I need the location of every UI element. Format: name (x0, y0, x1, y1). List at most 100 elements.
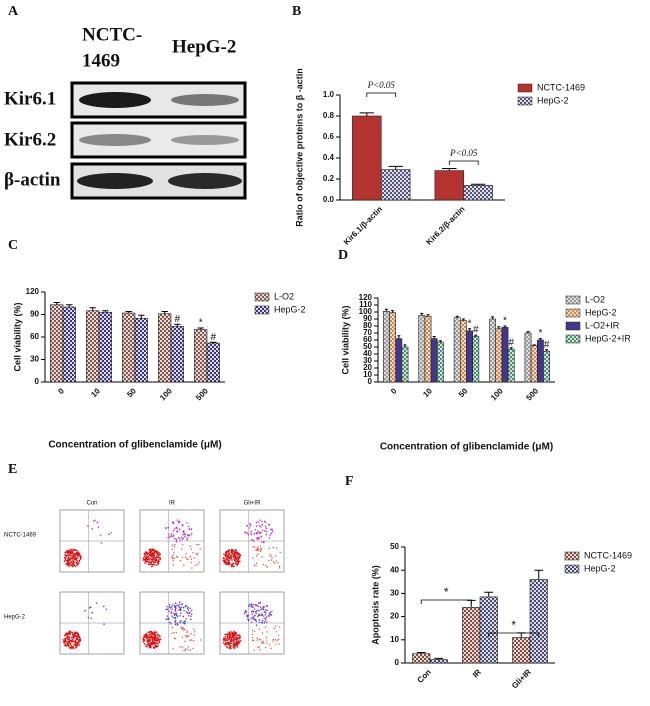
event-dot (278, 567, 281, 569)
event-dot (152, 561, 155, 563)
event-dot (76, 564, 78, 566)
event-dot (179, 603, 181, 606)
event-dot (185, 604, 188, 607)
event-dot (261, 541, 263, 543)
event-dot (235, 562, 237, 565)
event-dot (153, 551, 156, 554)
event-dot (230, 631, 233, 633)
event-dot (255, 525, 258, 527)
event-dot (230, 559, 233, 561)
event-dot (189, 639, 191, 641)
event-dot (253, 564, 256, 566)
event-dot (174, 537, 176, 540)
blot-row: β-actin (4, 169, 61, 190)
bar (536, 339, 544, 383)
event-dot (255, 624, 258, 627)
event-dot (263, 611, 266, 613)
event-dot (237, 640, 240, 642)
event-dot (250, 610, 253, 613)
event-dot (265, 533, 268, 536)
event-dot (187, 612, 189, 614)
event-dot (227, 641, 230, 643)
bar (463, 185, 493, 201)
bar (62, 306, 76, 383)
event-dot (225, 561, 228, 563)
event-dot (222, 642, 225, 644)
error-bar (416, 652, 426, 654)
event-dot (230, 565, 233, 568)
event-dot (145, 645, 148, 648)
y-tick-label: 50 (363, 342, 372, 351)
event-dot (143, 555, 146, 557)
bar (424, 315, 432, 383)
panel-label: B (292, 4, 301, 19)
panel-label: A (8, 4, 19, 19)
event-dot (224, 644, 226, 646)
event-dot (91, 611, 94, 614)
y-tick-label: 20 (390, 612, 399, 621)
event-dot (262, 640, 264, 643)
event-dot (260, 642, 263, 644)
event-dot (145, 637, 148, 639)
y-tick-label: 0.4 (323, 153, 335, 162)
event-dot (182, 606, 185, 609)
annotation: * (444, 585, 449, 599)
event-dot (186, 630, 189, 632)
bracket (448, 160, 479, 165)
legend-label: HepG-2 (584, 563, 616, 573)
event-dot (172, 559, 174, 562)
event-dot (185, 634, 187, 637)
x-tick-label: Kir6.1/β-actin (342, 204, 384, 246)
event-dot (260, 531, 262, 534)
event-dot (103, 623, 105, 626)
event-dot (150, 548, 153, 551)
event-dot (179, 609, 182, 612)
event-dot (261, 614, 264, 616)
event-dot (189, 618, 192, 621)
event-dot (157, 553, 160, 555)
event-dot (255, 612, 257, 615)
x-tick-label: 500 (524, 386, 540, 402)
event-dot (71, 631, 73, 634)
event-dot (222, 557, 225, 560)
error-bar (526, 331, 530, 333)
event-dot (227, 557, 229, 559)
event-dot (147, 558, 150, 561)
event-dot (168, 604, 171, 606)
event-dot (275, 631, 277, 633)
y-tick-label: 120 (359, 293, 373, 302)
event-dot (181, 636, 184, 639)
event-dot (181, 538, 184, 541)
legend-swatch (565, 334, 581, 344)
event-dot (180, 536, 183, 539)
event-dot (63, 642, 66, 644)
event-dot (173, 552, 175, 554)
event-dot (266, 642, 268, 644)
flow-column: Con (86, 501, 97, 507)
event-dot (230, 556, 233, 558)
event-dot (228, 638, 230, 641)
x-tick-label: 100 (158, 386, 174, 402)
event-dot (184, 649, 186, 651)
event-dot (174, 619, 177, 622)
event-dot (260, 535, 263, 538)
event-dot (249, 524, 252, 527)
error-bar (210, 341, 217, 343)
bar (50, 304, 64, 383)
y-tick-label: 40 (363, 349, 372, 358)
event-dot (264, 521, 267, 524)
legend-swatch (565, 308, 581, 318)
error-bar (102, 310, 109, 313)
x-tick-label: Gli+IR (510, 667, 533, 690)
event-dot (271, 530, 274, 533)
event-dot (149, 646, 152, 648)
event-dot (182, 537, 185, 540)
event-dot (154, 561, 156, 564)
event-dot (67, 551, 70, 553)
event-dot (238, 556, 241, 558)
event-dot (254, 614, 256, 617)
event-dot (237, 561, 240, 564)
bar (512, 637, 531, 664)
x-tick-label: 10 (421, 386, 434, 399)
legend-swatch (517, 96, 533, 106)
